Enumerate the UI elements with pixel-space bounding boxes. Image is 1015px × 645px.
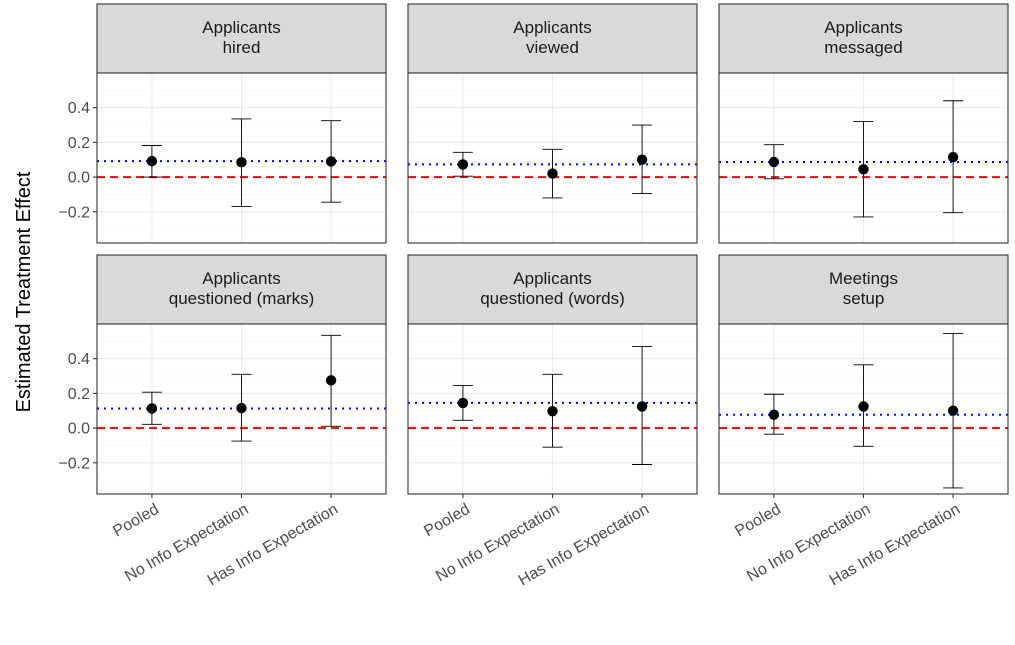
point-estimate <box>457 159 469 170</box>
facet-title-line: Applicants <box>513 18 591 37</box>
facet-grid: Applicantshired−0.20.00.20.4Applicantsvi… <box>58 3 1009 589</box>
point-estimate <box>768 156 780 168</box>
point-estimate <box>947 405 959 416</box>
y-axis-title: Estimated Treatment Effect <box>13 171 35 412</box>
point-estimate <box>146 403 158 414</box>
point-estimate <box>768 409 780 420</box>
x-tick-label: Pooled <box>110 501 162 541</box>
panel-border <box>407 72 698 244</box>
facet-title-line: viewed <box>526 38 579 57</box>
x-tick-label: Pooled <box>732 501 784 541</box>
facet-title-line: questioned (marks) <box>169 289 315 308</box>
facet-title-line: hired <box>223 38 261 57</box>
y-tick-label: 0.0 <box>68 421 90 438</box>
facet-title-line: Applicants <box>513 269 591 288</box>
facet-strip <box>407 3 698 74</box>
point-estimate <box>457 397 469 409</box>
facet-title-line: questioned (words) <box>480 289 625 308</box>
y-tick-label: 0.2 <box>68 135 90 152</box>
point-estimate <box>547 168 558 179</box>
facet-title-line: Applicants <box>824 18 902 37</box>
point-estimate <box>636 154 648 165</box>
facet-title-line: Meetings <box>829 269 898 288</box>
y-tick-label: −0.2 <box>58 204 90 221</box>
x-tick-label: Pooled <box>421 501 473 541</box>
facet-title-line: Applicants <box>202 18 280 37</box>
point-estimate <box>636 401 648 412</box>
point-estimate <box>547 406 558 417</box>
point-estimate <box>146 155 158 167</box>
y-tick-label: −0.2 <box>58 455 90 472</box>
facet-title-line: messaged <box>824 38 902 57</box>
facet-strip <box>96 254 387 325</box>
facet-strip <box>407 254 698 325</box>
point-estimate <box>236 157 247 168</box>
y-tick-label: 0.4 <box>68 351 90 368</box>
facet-title-line: Applicants <box>202 269 280 288</box>
panel-border <box>96 72 387 244</box>
facet-strip <box>718 254 1009 325</box>
facet-strip <box>96 3 387 74</box>
point-estimate <box>325 375 337 386</box>
facet-strip <box>718 3 1009 74</box>
facet-title-line: setup <box>843 289 885 308</box>
y-tick-label: 0.4 <box>68 100 90 117</box>
panel-border <box>718 72 1009 244</box>
y-tick-label: 0.0 <box>68 170 90 187</box>
y-tick-label: 0.2 <box>68 386 90 403</box>
point-estimate <box>858 401 869 412</box>
point-estimate <box>325 156 337 167</box>
point-estimate <box>947 151 959 163</box>
point-estimate <box>858 164 869 175</box>
point-estimate <box>236 402 247 414</box>
